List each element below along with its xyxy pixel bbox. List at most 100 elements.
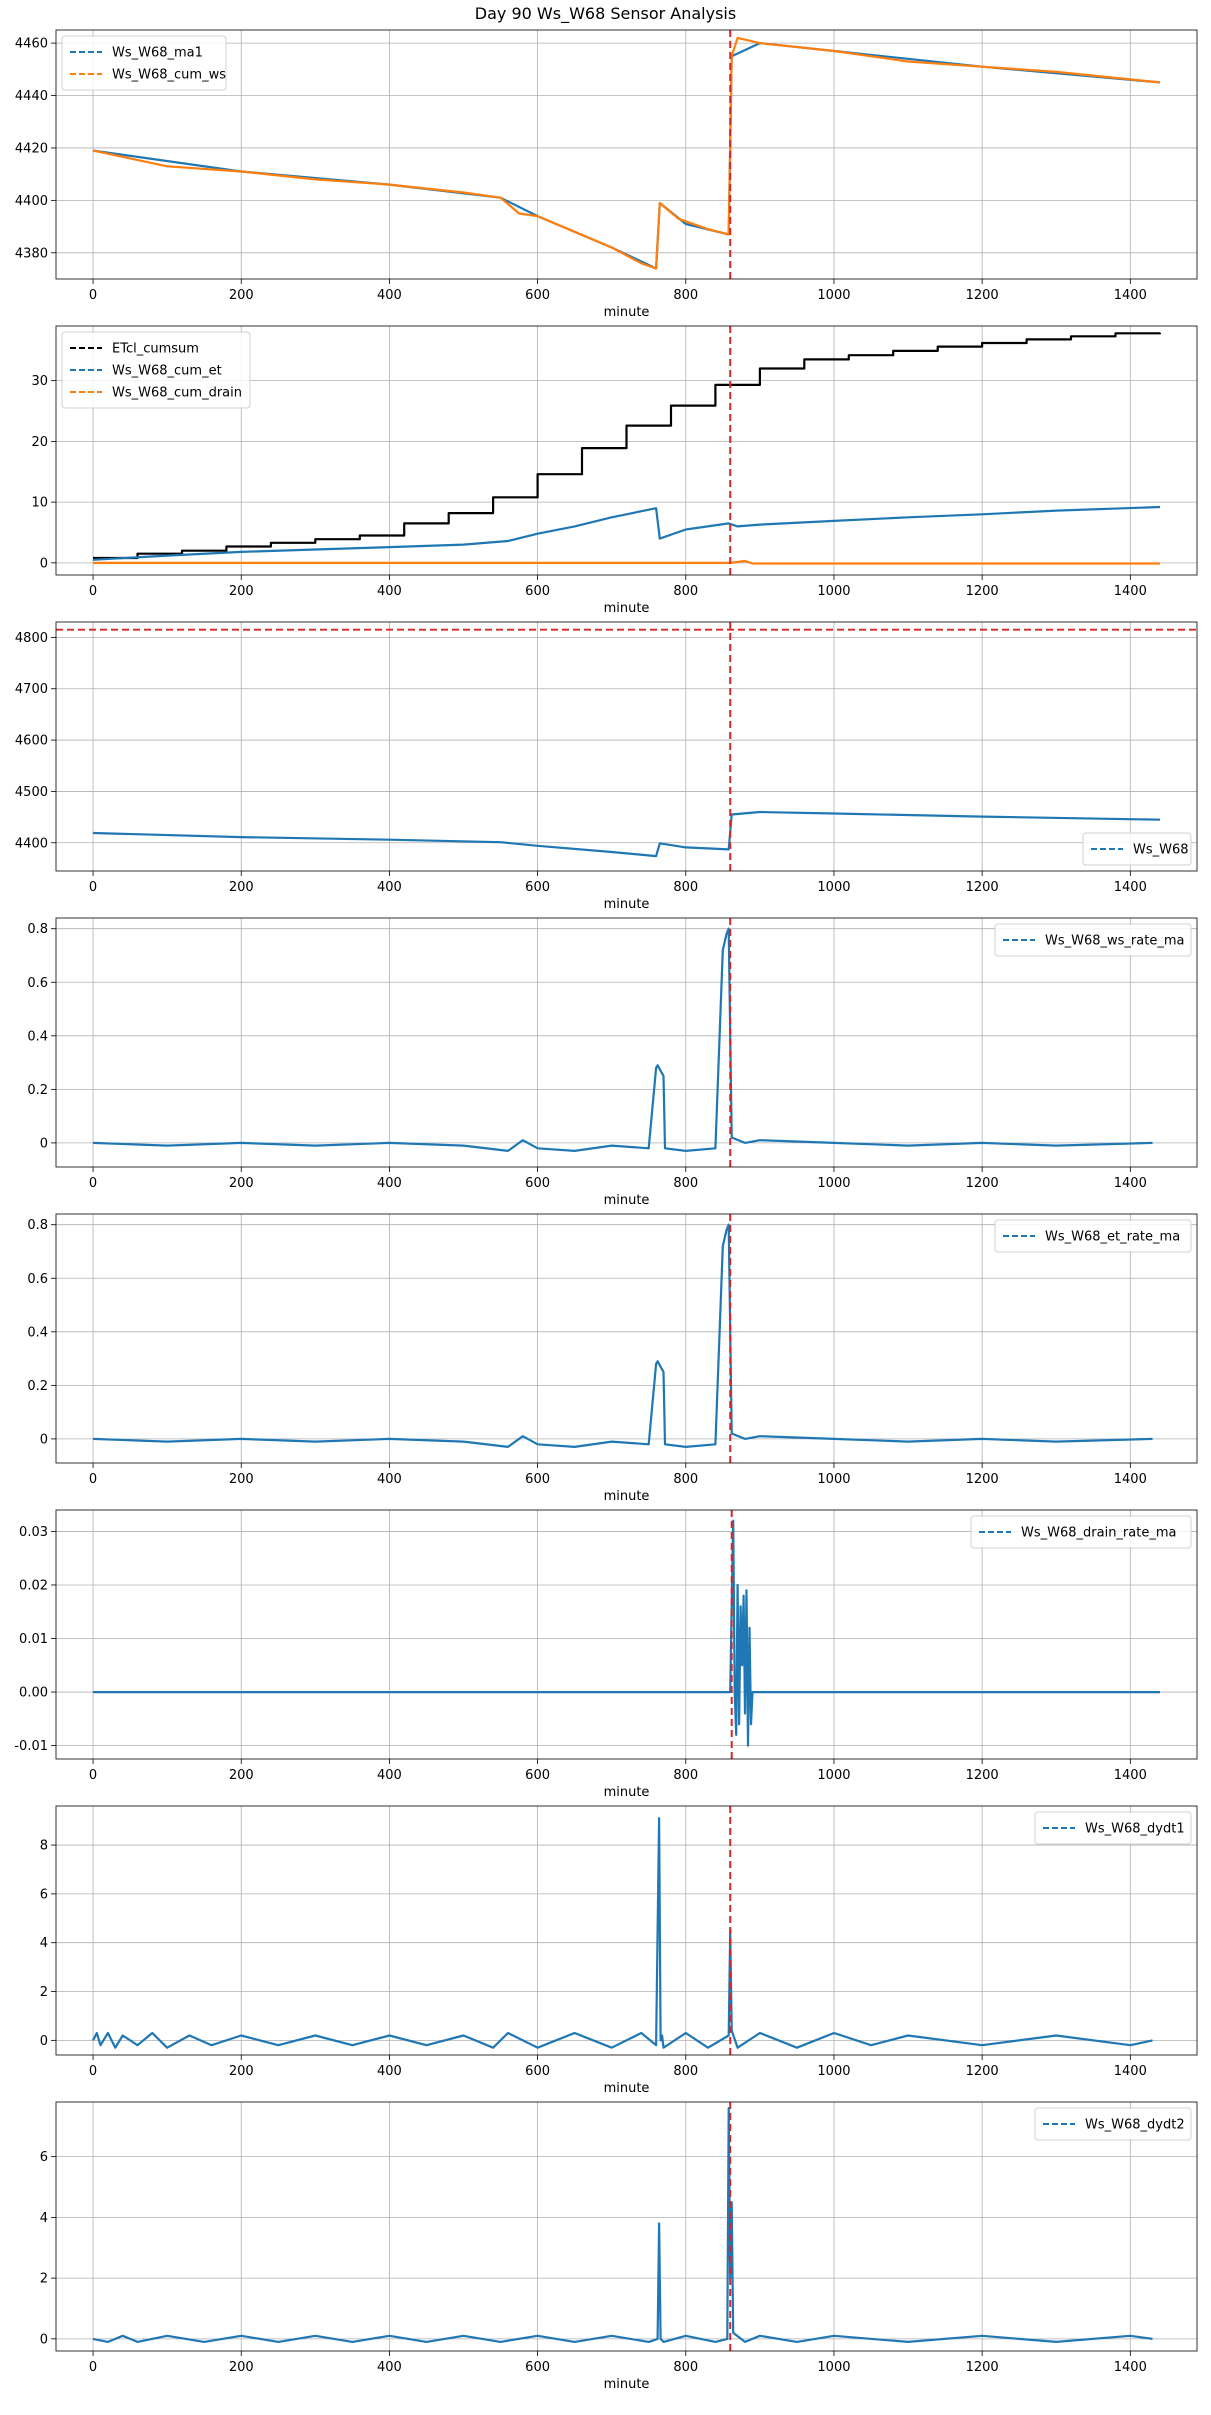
y-tick-label: 0.6	[27, 976, 48, 991]
x-tick-label: 1000	[817, 1176, 850, 1191]
legend-entry: Ws_W68_ws_rate_ma	[1045, 934, 1184, 949]
x-tick-label: 1200	[966, 2360, 999, 2375]
chart-6: 0 200 400 600 800 1000 1200 1400 -0.01 0.00 0.01 0.…	[14, 1509, 1198, 1800]
plot-area	[92, 326, 1162, 575]
legend-box	[1034, 1811, 1192, 1845]
legend-entry: Ws_W68_dydt1	[1085, 1822, 1185, 1837]
series-line	[92, 810, 1161, 858]
x-tick-label: 0	[89, 880, 97, 895]
x-tick-label: 200	[229, 1768, 254, 1783]
x-tick-label: 800	[673, 880, 698, 895]
x-tick-label: 1200	[966, 288, 999, 303]
x-tick-label: 1200	[966, 1176, 999, 1191]
x-tick-label: 1400	[1114, 288, 1147, 303]
x-tick-label: 0	[89, 2064, 97, 2079]
x-tick-label: 1000	[817, 1768, 850, 1783]
series-line	[93, 559, 1160, 565]
axes-frame	[55, 29, 1198, 280]
x-tick-label: 1200	[966, 2064, 999, 2079]
x-tick-label: 800	[673, 584, 698, 599]
chart-1: 0 200 400 600 800 1000 1200 1400 4380 4400 4420 444…	[15, 29, 1198, 320]
axes-frame	[55, 1213, 1198, 1464]
chart-5: 0 200 400 600 800 1000 1200 1400 0 0.2 0.4 0.6 0.8 mi…	[27, 1213, 1198, 1504]
x-tick-label: 1200	[966, 584, 999, 599]
x-tick-label: 0	[89, 584, 97, 599]
legend: Ws_W68	[1082, 832, 1192, 866]
legend-box	[970, 1515, 1192, 1549]
plot-area	[92, 1214, 1153, 1463]
x-tick-label: 1400	[1114, 1768, 1147, 1783]
y-tick-label: 6	[40, 2150, 48, 2165]
y-tick-label: 0	[40, 2034, 48, 2049]
legend-entry: Ws_W68_et_rate_ma	[1045, 1230, 1180, 1245]
y-tick-label: 2	[40, 2272, 48, 2287]
legend-box	[61, 331, 251, 409]
plot-area	[92, 2102, 1153, 2351]
legend-box	[1082, 832, 1192, 866]
y-tick-label: 0.8	[27, 922, 48, 937]
axes-frame	[55, 917, 1198, 1168]
x-tick-label: 1400	[1114, 584, 1147, 599]
legend-entry: Ws_W68_cum_drain	[112, 386, 242, 401]
legend: Ws_W68_drain_rate_ma	[970, 1515, 1192, 1549]
x-tick-label: 0	[89, 288, 97, 303]
x-tick-label: 1400	[1114, 1472, 1147, 1487]
series-line	[92, 41, 1161, 270]
y-tick-label: 10	[31, 496, 48, 511]
x-tick-label: 1400	[1114, 2064, 1147, 2079]
series-line	[93, 332, 1162, 560]
x-tick-label: 600	[525, 584, 550, 599]
y-tick-label: 4600	[15, 734, 48, 749]
axes-frame	[55, 1509, 1198, 1760]
y-tick-label: 4400	[15, 194, 48, 209]
y-tick-label: 0	[40, 2332, 48, 2347]
y-tick-label: 0	[40, 1432, 48, 1447]
chart-4: 0 200 400 600 800 1000 1200 1400 0 0.2 0.4 0.6 0.8 mi…	[27, 917, 1198, 1208]
x-tick-label: 1200	[966, 1472, 999, 1487]
x-tick-label: 800	[673, 1176, 698, 1191]
x-tick-label: 600	[525, 880, 550, 895]
axes-frame	[55, 1805, 1198, 2056]
x-tick-label: 400	[377, 1768, 402, 1783]
y-tick-label: 0	[40, 1136, 48, 1151]
y-tick-label: 4460	[15, 37, 48, 52]
y-tick-label: 4500	[15, 785, 48, 800]
x-axis-label: minute	[604, 1193, 650, 1208]
y-tick-label: 0.2	[27, 1379, 48, 1394]
legend-box	[1034, 2107, 1192, 2141]
x-tick-label: 1000	[817, 2064, 850, 2079]
series-line	[92, 505, 1161, 561]
legend-box	[61, 35, 227, 91]
axes-frame	[55, 325, 1198, 576]
x-tick-label: 0	[89, 1768, 97, 1783]
x-tick-label: 400	[377, 1176, 402, 1191]
x-tick-label: 400	[377, 584, 402, 599]
y-tick-label: 4420	[15, 141, 48, 156]
series-line	[92, 2107, 1153, 2343]
x-tick-label: 800	[673, 1472, 698, 1487]
x-tick-label: 600	[525, 288, 550, 303]
x-axis-label: minute	[604, 1785, 650, 1800]
x-tick-label: 200	[229, 584, 254, 599]
y-tick-label: 0.4	[27, 1325, 48, 1340]
y-tick-label: -0.01	[14, 1739, 48, 1754]
x-tick-label: 1000	[817, 1472, 850, 1487]
y-tick-label: 4	[40, 2211, 48, 2226]
x-tick-label: 1400	[1114, 2360, 1147, 2375]
axes-frame	[55, 2101, 1198, 2352]
x-tick-label: 400	[377, 288, 402, 303]
series-line	[92, 1817, 1153, 2049]
x-tick-label: 1400	[1114, 880, 1147, 895]
x-tick-label: 1400	[1114, 1176, 1147, 1191]
x-tick-label: 1000	[817, 584, 850, 599]
x-tick-label: 600	[525, 2360, 550, 2375]
x-tick-label: 800	[673, 288, 698, 303]
legend-entry: Ws_W68_cum_et	[112, 364, 222, 379]
x-tick-label: 200	[229, 880, 254, 895]
axes-frame	[55, 621, 1198, 872]
figure-title: Day 90 Ws_W68 Sensor Analysis	[474, 4, 737, 23]
x-tick-label: 0	[89, 2360, 97, 2375]
x-tick-label: 600	[525, 1472, 550, 1487]
legend-entry: ETcl_cumsum	[112, 342, 199, 357]
